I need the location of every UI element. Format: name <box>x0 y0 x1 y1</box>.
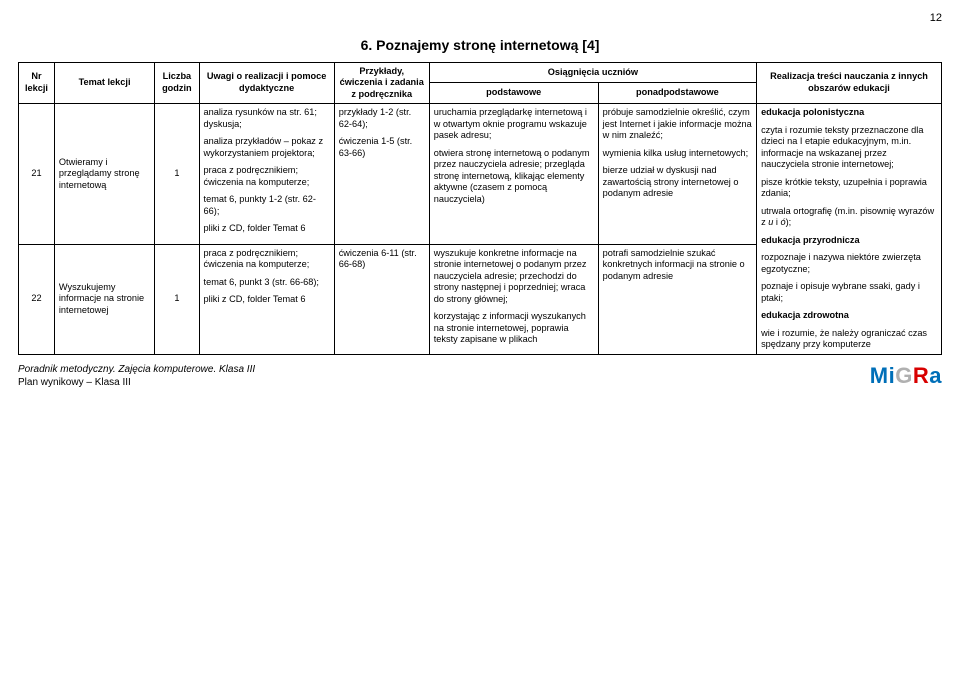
th-podstawowe: podstawowe <box>429 83 598 104</box>
footer-text: Poradnik metodyczny. Zajęcia komputerowe… <box>18 363 255 389</box>
cell-ponad: potrafi samodzielnie szukać konkretnych … <box>598 244 756 354</box>
cell-nr: 21 <box>19 104 55 245</box>
cell-podstawowe: uruchamia przeglądarkę internetową i w o… <box>429 104 598 245</box>
cell-podstawowe: wyszukuje konkretne informacje na stroni… <box>429 244 598 354</box>
cell-przyklady: przykłady 1-2 (str. 62-64); ćwiczenia 1-… <box>334 104 429 245</box>
th-uwagi: Uwagi o realizacji i pomoce dydaktyczne <box>199 62 334 104</box>
table-row: 21 Otwieramy i przeglądamy stronę intern… <box>19 104 942 245</box>
cell-nr: 22 <box>19 244 55 354</box>
page-number: 12 <box>18 12 942 24</box>
footer: Poradnik metodyczny. Zajęcia komputerowe… <box>18 363 942 389</box>
curriculum-table: 6. Poznajemy stronę internetową [4] Nr l… <box>18 28 942 355</box>
cell-realizacja: edukacja polonistyczna czyta i rozumie t… <box>757 104 942 355</box>
cell-przyklady: ćwiczenia 6-11 (str. 66-68) <box>334 244 429 354</box>
cell-liczba: 1 <box>155 244 199 354</box>
th-nr: Nr lekcji <box>19 62 55 104</box>
th-ponad: ponadpodstawowe <box>598 83 756 104</box>
logo: MiGRa <box>870 363 942 389</box>
cell-temat: Otwieramy i przeglądamy stronę interneto… <box>54 104 154 245</box>
cell-ponad: próbuje samodzielnie określić, czym jest… <box>598 104 756 245</box>
th-przyklady: Przykłady, ćwiczenia i zadania z podręcz… <box>334 62 429 104</box>
cell-temat: Wyszukujemy informacje na stronie intern… <box>54 244 154 354</box>
cell-uwagi: praca z podręcznikiem; ćwiczenia na komp… <box>199 244 334 354</box>
th-liczba: Liczba godzin <box>155 62 199 104</box>
th-osiagniecia: Osiągnięcia uczniów <box>429 62 756 83</box>
cell-uwagi: analiza rysunków na str. 61; dyskusja; a… <box>199 104 334 245</box>
th-realizacja: Realizacja treści nauczania z innych obs… <box>757 62 942 104</box>
cell-liczba: 1 <box>155 104 199 245</box>
th-temat: Temat lekcji <box>54 62 154 104</box>
section-title: 6. Poznajemy stronę internetową [4] <box>23 37 938 55</box>
